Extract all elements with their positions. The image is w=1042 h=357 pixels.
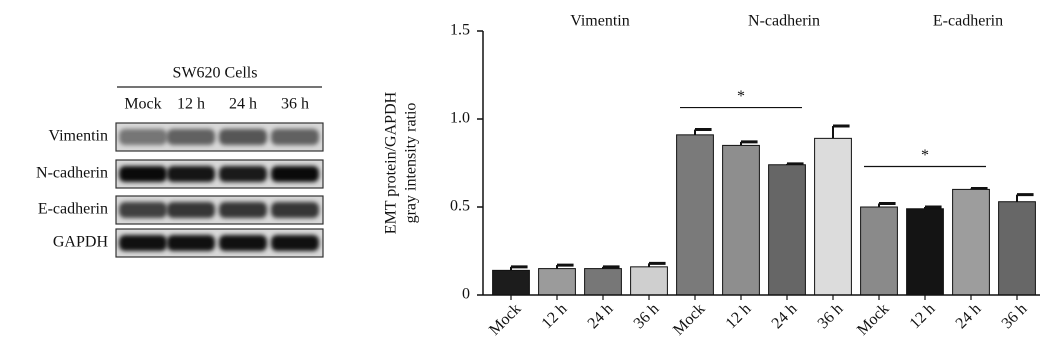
y-tick-label: 0.5 [450, 198, 470, 215]
bar [585, 269, 622, 295]
blot-band [219, 129, 267, 145]
blot-band [271, 129, 319, 145]
bar [815, 138, 852, 295]
blot-band [119, 166, 167, 182]
x-tick-label: Mock [486, 300, 524, 338]
blot-band [271, 166, 319, 182]
blot-band [167, 235, 215, 251]
lane-label: 36 h [281, 96, 309, 113]
blot-band [167, 202, 215, 218]
bar [723, 145, 760, 295]
y-axis-label: EMT protein/GAPDH [383, 91, 400, 234]
blot-band [219, 202, 267, 218]
group-label: Vimentin [570, 13, 629, 30]
x-tick-label: 24 h [585, 300, 617, 332]
protein-label: E-cadherin [38, 201, 108, 218]
y-tick-label: 1.0 [450, 110, 470, 127]
lane-label: 24 h [229, 96, 257, 113]
bar [769, 165, 806, 295]
x-tick-label: 24 h [769, 300, 801, 332]
blot-title: SW620 Cells [173, 65, 258, 82]
significance-label: * [921, 147, 929, 164]
bar [907, 209, 944, 295]
blot-band [219, 166, 267, 182]
figure: SW620 Cells Mock 12 h 24 h 36 h Vimentin N-ca… [0, 0, 1042, 352]
blot-band [119, 202, 167, 218]
bar [999, 202, 1036, 295]
blot-band [167, 166, 215, 182]
x-tick-label: 36 h [999, 300, 1031, 332]
x-tick-label: 12 h [723, 300, 755, 332]
x-tick-label: 12 h [539, 300, 571, 332]
lane-label: 12 h [177, 96, 205, 113]
lane-label: Mock [124, 96, 161, 113]
blot-band [167, 129, 215, 145]
bar [539, 269, 576, 295]
x-tick-label: Mock [854, 300, 892, 338]
bar [861, 207, 898, 295]
group-label: N-cadherin [748, 13, 820, 30]
y-axis-label: gray intensity ratio [403, 103, 420, 224]
x-tick-label: 24 h [953, 300, 985, 332]
y-tick-label: 1.5 [450, 22, 470, 39]
y-tick-label: 0 [462, 286, 470, 303]
protein-label: Vimentin [49, 128, 108, 145]
x-tick-label: 36 h [631, 300, 663, 332]
protein-label: N-cadherin [36, 165, 108, 182]
blot-band [119, 129, 167, 145]
bar [953, 189, 990, 295]
x-tick-label: 36 h [815, 300, 847, 332]
bar [677, 135, 714, 295]
blot-band [271, 235, 319, 251]
bar [493, 270, 530, 295]
protein-label: GAPDH [53, 234, 109, 251]
group-label: E-cadherin [933, 13, 1003, 30]
x-tick-label: 12 h [907, 300, 939, 332]
bar [631, 267, 668, 295]
blot-band [119, 235, 167, 251]
blot-band [271, 202, 319, 218]
blot-band [219, 235, 267, 251]
x-tick-label: Mock [670, 300, 708, 338]
significance-label: * [737, 88, 745, 105]
